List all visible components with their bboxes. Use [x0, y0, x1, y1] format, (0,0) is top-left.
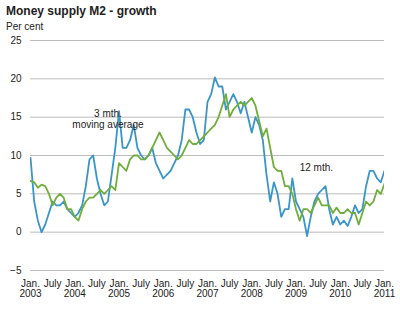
svg-text:10: 10	[10, 150, 22, 161]
svg-text:July: July	[309, 278, 327, 289]
svg-text:15: 15	[10, 111, 22, 122]
svg-text:3 mth.moving average: 3 mth.moving average	[72, 108, 144, 130]
svg-text:5: 5	[16, 188, 22, 199]
svg-text:Jan.2010: Jan.2010	[329, 278, 352, 299]
svg-text:Jan.2003: Jan.2003	[19, 278, 42, 299]
svg-text:July: July	[176, 278, 194, 289]
svg-text:25: 25	[10, 35, 22, 46]
svg-text:12 mth.: 12 mth.	[300, 162, 333, 173]
svg-text:Jan.2008: Jan.2008	[241, 278, 264, 299]
svg-text:−5: −5	[10, 265, 22, 276]
html-text:Per cent: Per cent	[6, 21, 44, 32]
svg-text:20: 20	[10, 73, 22, 84]
svg-text:Jan.2005: Jan.2005	[108, 278, 131, 299]
svg-text:0: 0	[16, 226, 22, 237]
svg-text:July: July	[44, 278, 62, 289]
svg-text:July: July	[88, 278, 106, 289]
svg-text:Jan.2011: Jan.2011	[374, 278, 396, 299]
html-text:Money supply M2 - growth: Money supply M2 - growth	[6, 4, 157, 18]
svg-text:Jan.2004: Jan.2004	[64, 278, 87, 299]
svg-text:July: July	[132, 278, 150, 289]
svg-text:Jan.2007: Jan.2007	[196, 278, 219, 299]
svg-text:Jan.2009: Jan.2009	[285, 278, 308, 299]
svg-text:July: July	[353, 278, 371, 289]
svg-text:July: July	[265, 278, 283, 289]
svg-text:Jan.2006: Jan.2006	[152, 278, 175, 299]
svg-text:July: July	[221, 278, 239, 289]
